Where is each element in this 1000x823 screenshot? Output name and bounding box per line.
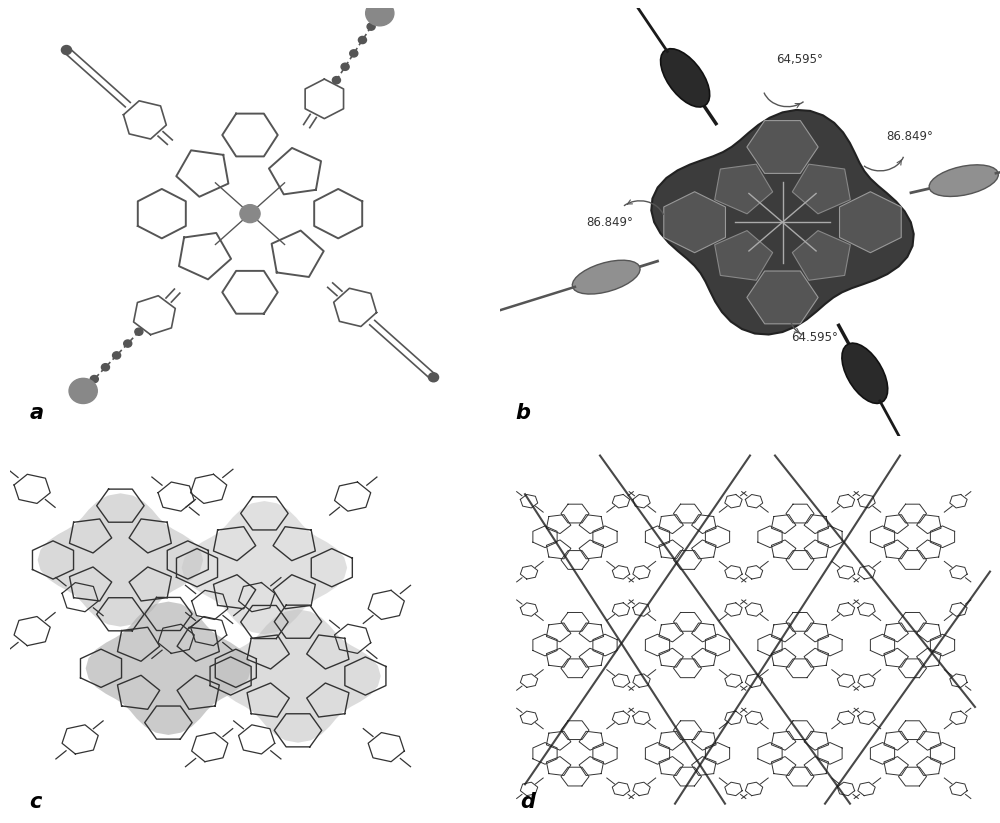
Polygon shape [792, 164, 850, 214]
Polygon shape [842, 343, 888, 403]
Circle shape [367, 23, 375, 30]
Polygon shape [651, 110, 914, 334]
Circle shape [240, 205, 260, 223]
Circle shape [61, 45, 72, 54]
Circle shape [113, 351, 121, 359]
Circle shape [79, 388, 87, 394]
Text: d: d [520, 792, 535, 811]
Polygon shape [86, 602, 251, 735]
Polygon shape [929, 165, 998, 197]
Circle shape [90, 375, 98, 383]
Text: c: c [29, 792, 42, 811]
Circle shape [124, 340, 132, 347]
Polygon shape [715, 164, 773, 214]
Polygon shape [38, 493, 203, 626]
Text: 86.849°: 86.849° [587, 216, 633, 229]
Text: a: a [29, 403, 43, 423]
Circle shape [376, 10, 384, 16]
Text: b: b [515, 403, 530, 423]
Polygon shape [747, 271, 818, 323]
Polygon shape [572, 260, 640, 294]
Circle shape [332, 77, 340, 84]
Text: 64,595°: 64,595° [777, 53, 823, 66]
Circle shape [358, 36, 366, 44]
Circle shape [101, 364, 109, 371]
Circle shape [428, 373, 439, 382]
Circle shape [366, 1, 394, 26]
Polygon shape [664, 192, 725, 253]
Text: 64.595°: 64.595° [792, 332, 838, 344]
Polygon shape [747, 121, 818, 174]
Circle shape [69, 379, 97, 403]
Polygon shape [182, 501, 347, 635]
Polygon shape [715, 230, 773, 281]
Text: 86.849°: 86.849° [887, 130, 933, 143]
Polygon shape [792, 230, 850, 281]
Polygon shape [661, 49, 710, 107]
Circle shape [341, 63, 349, 71]
Polygon shape [840, 192, 901, 253]
Circle shape [135, 328, 143, 335]
Polygon shape [215, 609, 381, 742]
Circle shape [350, 50, 358, 57]
